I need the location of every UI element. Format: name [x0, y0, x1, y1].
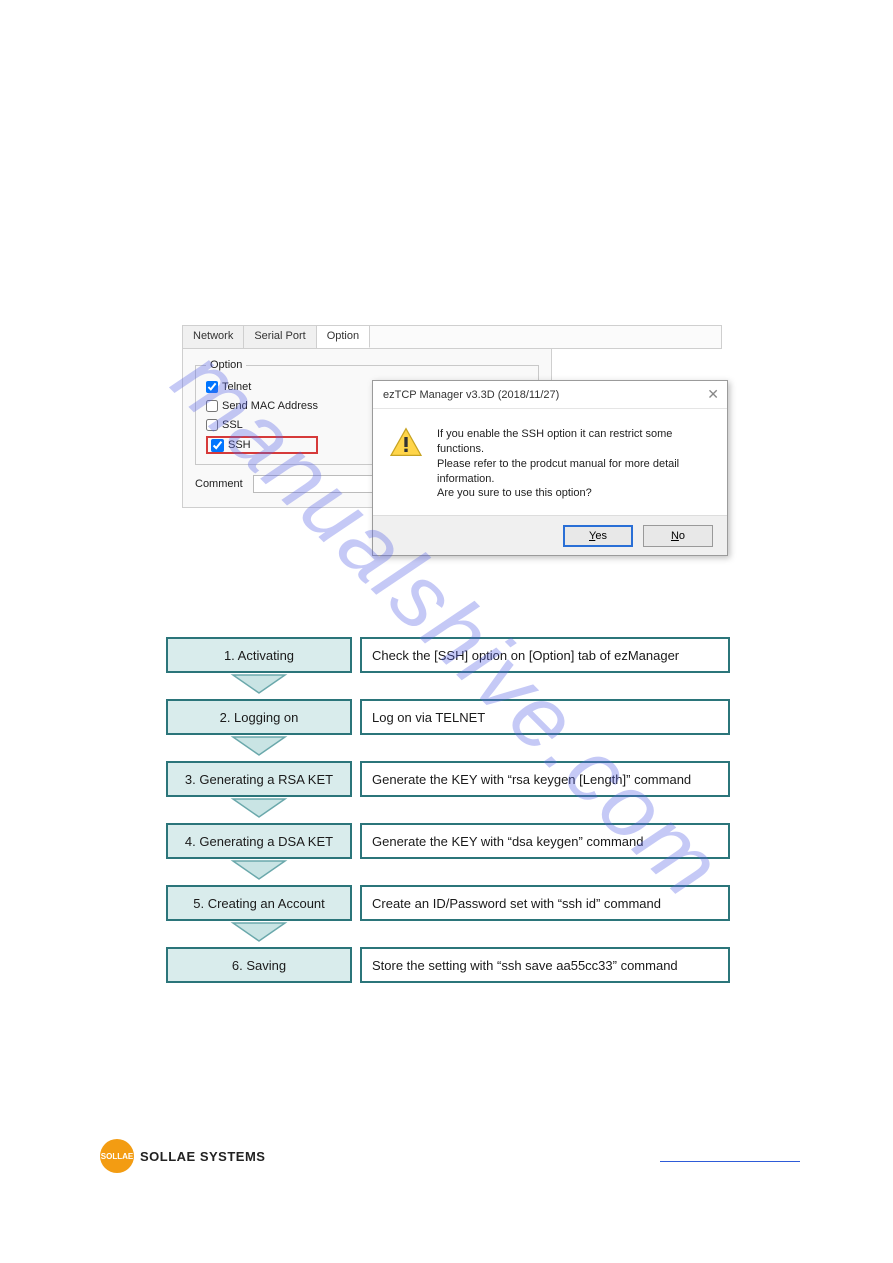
ssl-label: SSL [222, 419, 243, 431]
dialog-line2: Please refer to the prodcut manual for m… [437, 457, 711, 487]
dialog-line3: Are you sure to use this option? [437, 486, 711, 501]
flow-arrow-icon [166, 797, 352, 823]
confirm-dialog: ezTCP Manager v3.3D (2018/11/27) ✕ If yo… [372, 380, 728, 556]
dialog-titlebar: ezTCP Manager v3.3D (2018/11/27) ✕ [373, 381, 727, 409]
checkbox-send-mac[interactable]: Send MAC Address [206, 398, 318, 414]
no-button[interactable]: No [643, 525, 713, 547]
footer-link-placeholder[interactable] [660, 1150, 800, 1162]
step-box: 6. Saving [166, 947, 352, 983]
step-box: 2. Logging on [166, 699, 352, 735]
checkbox-ssh-highlighted[interactable]: SSH [206, 436, 318, 454]
yes-button[interactable]: Yes [563, 525, 633, 547]
option-legend: Option [206, 359, 246, 371]
dialog-footer: Yes No [373, 515, 727, 555]
flow-row-3: 3. Generating a RSA KETGenerate the KEY … [166, 761, 730, 797]
step-desc: Check the [SSH] option on [Option] tab o… [360, 637, 730, 673]
logo: SOLLAE SOLLAE SYSTEMS [100, 1139, 265, 1173]
page-footer: SOLLAE SOLLAE SYSTEMS [100, 1139, 800, 1173]
flow-row-2: 2. Logging onLog on via TELNET [166, 699, 730, 735]
config-window: Network Serial Port Option Option Telnet… [182, 325, 722, 508]
comment-label: Comment [195, 478, 243, 490]
logo-text: SOLLAE SYSTEMS [140, 1149, 265, 1164]
checkbox-ssl[interactable]: SSL [206, 417, 318, 433]
yes-rest: es [595, 530, 607, 542]
tab-network[interactable]: Network [183, 326, 244, 348]
telnet-check[interactable] [206, 381, 218, 393]
step-box: 5. Creating an Account [166, 885, 352, 921]
ssh-setup-flow: 1. ActivatingCheck the [SSH] option on [… [166, 637, 730, 983]
step-desc: Generate the KEY with “dsa keygen” comma… [360, 823, 730, 859]
flow-arrow-icon [166, 921, 352, 947]
step-box: 4. Generating a DSA KET [166, 823, 352, 859]
sendmac-check[interactable] [206, 400, 218, 412]
flow-arrow-icon [166, 673, 352, 699]
flow-row-5: 5. Creating an AccountCreate an ID/Passw… [166, 885, 730, 921]
checkbox-telnet[interactable]: Telnet [206, 379, 318, 395]
step-desc: Create an ID/Password set with “ssh id” … [360, 885, 730, 921]
step-box: 1. Activating [166, 637, 352, 673]
dialog-line1: If you enable the SSH option it can rest… [437, 427, 711, 457]
step-desc: Log on via TELNET [360, 699, 730, 735]
tab-serial-port[interactable]: Serial Port [244, 326, 316, 348]
no-rest: o [679, 530, 685, 542]
step-desc: Generate the KEY with “rsa keygen [Lengt… [360, 761, 730, 797]
close-icon[interactable]: ✕ [707, 386, 719, 403]
dialog-message: If you enable the SSH option it can rest… [437, 427, 711, 501]
dialog-title-text: ezTCP Manager v3.3D (2018/11/27) [383, 389, 559, 401]
flow-row-4: 4. Generating a DSA KETGenerate the KEY … [166, 823, 730, 859]
telnet-label: Telnet [222, 381, 251, 393]
warning-icon [389, 427, 423, 501]
step-desc: Store the setting with “ssh save aa55cc3… [360, 947, 730, 983]
sendmac-label: Send MAC Address [222, 400, 318, 412]
tab-bar: Network Serial Port Option [182, 325, 722, 349]
flow-arrow-icon [166, 735, 352, 761]
ssh-label: SSH [228, 439, 251, 451]
tab-option[interactable]: Option [317, 326, 370, 348]
flow-arrow-icon [166, 859, 352, 885]
flow-row-1: 1. ActivatingCheck the [SSH] option on [… [166, 637, 730, 673]
flow-row-6: 6. SavingStore the setting with “ssh sav… [166, 947, 730, 983]
ssl-check[interactable] [206, 419, 218, 431]
step-box: 3. Generating a RSA KET [166, 761, 352, 797]
logo-icon: SOLLAE [100, 1139, 134, 1173]
ssh-check[interactable] [211, 439, 224, 452]
